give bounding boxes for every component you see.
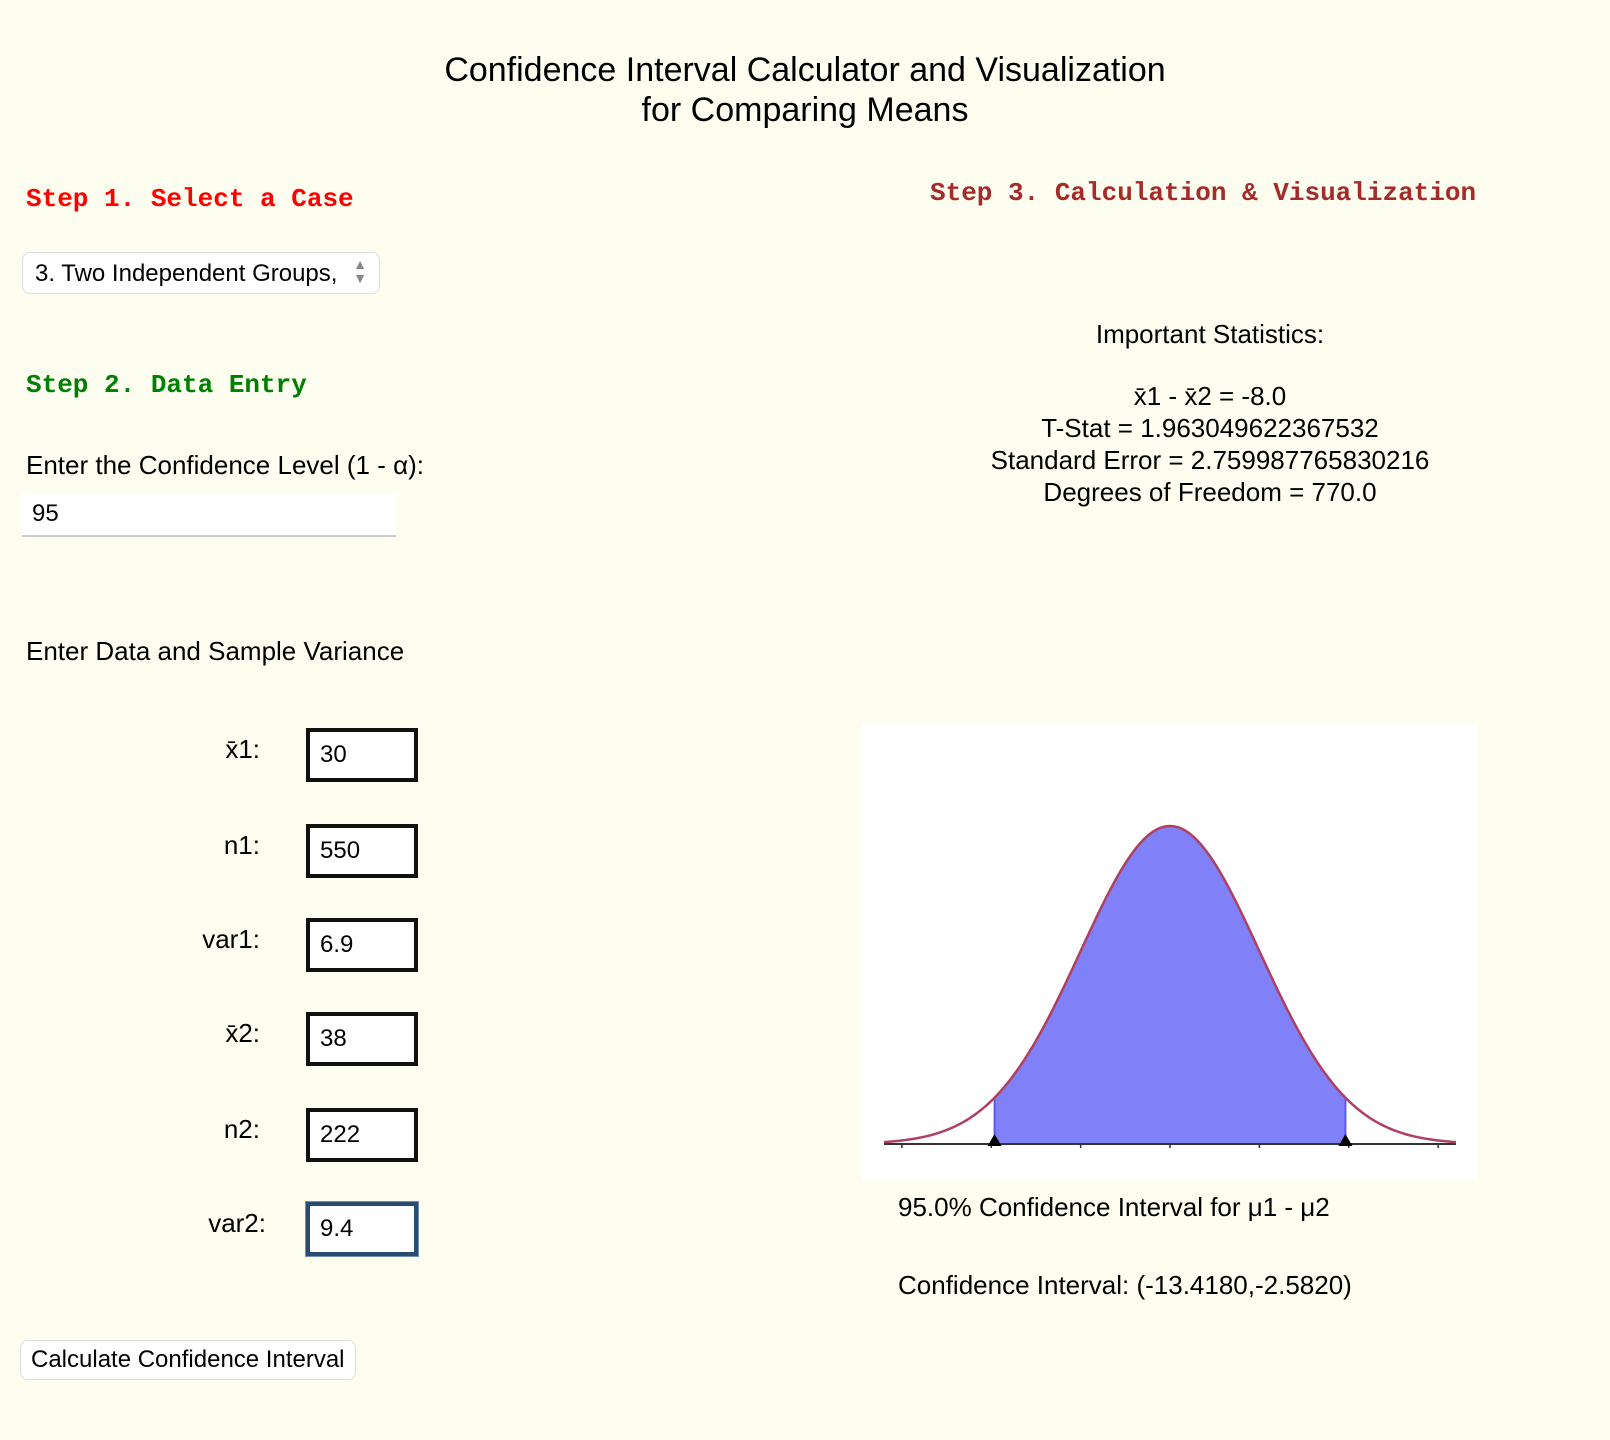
step2-heading: Step 2. Data Entry	[26, 370, 307, 400]
case-select[interactable]: 3. Two Independent Groups, ▲ ▼	[22, 252, 380, 294]
lower-bound-marker-icon	[987, 1134, 1002, 1146]
stat-degrees-of-freedom: Degrees of Freedom = 770.0	[1043, 477, 1377, 507]
xbar2-input[interactable]	[306, 1012, 418, 1066]
upper-bound-marker-icon	[1338, 1134, 1353, 1146]
confidence-level-label: Enter the Confidence Level (1 - α):	[26, 450, 425, 480]
stats-heading: Important Statistics:	[1095, 319, 1325, 349]
ci-chart	[862, 724, 1478, 1180]
ci-result: Confidence Interval: (-13.4180,-2.5820)	[898, 1270, 1352, 1300]
title-line-1: Confidence Interval Calculator and Visua…	[444, 51, 1166, 89]
title-line-2: for Comparing Means	[641, 91, 969, 129]
data-entry-label: Enter Data and Sample Variance	[26, 636, 405, 666]
stat-mean-diff: x̄1 - x̄2 = -8.0	[1133, 381, 1287, 411]
normal-curve	[883, 824, 1457, 1144]
step3-heading: Step 3. Calculation & Visualization	[930, 178, 1477, 208]
var1-label: var1:	[202, 924, 260, 954]
n2-input[interactable]	[306, 1108, 418, 1162]
calculate-button[interactable]: Calculate Confidence Interval	[20, 1340, 356, 1380]
var2-label: var2:	[208, 1208, 266, 1238]
stat-standard-error: Standard Error = 2.759987765830216	[990, 445, 1430, 475]
n2-label: n2:	[223, 1114, 260, 1144]
xbar2-label: x̄2:	[225, 1018, 260, 1048]
var2-input[interactable]	[306, 1202, 418, 1256]
stat-t: T-Stat = 1.963049622367532	[1041, 413, 1379, 443]
page-title: Confidence Interval Calculator and Visua…	[0, 50, 1610, 130]
n1-input[interactable]	[306, 824, 418, 878]
ci-title: 95.0% Confidence Interval for μ1 - μ2	[898, 1192, 1330, 1222]
xbar1-input[interactable]	[306, 728, 418, 782]
select-arrows-icon: ▲ ▼	[353, 256, 367, 286]
var1-input[interactable]	[306, 918, 418, 972]
ci-shaded-area	[993, 825, 1347, 1145]
case-select-value: 3. Two Independent Groups,	[35, 260, 338, 287]
ci-chart-svg	[883, 824, 1457, 1148]
xbar1-label: x̄1:	[225, 734, 260, 764]
important-statistics: Important Statistics: x̄1 - x̄2 = -8.0 T…	[950, 318, 1470, 508]
step1-heading: Step 1. Select a Case	[26, 184, 354, 214]
confidence-level-input[interactable]	[22, 493, 396, 537]
n1-label: n1:	[223, 830, 260, 860]
